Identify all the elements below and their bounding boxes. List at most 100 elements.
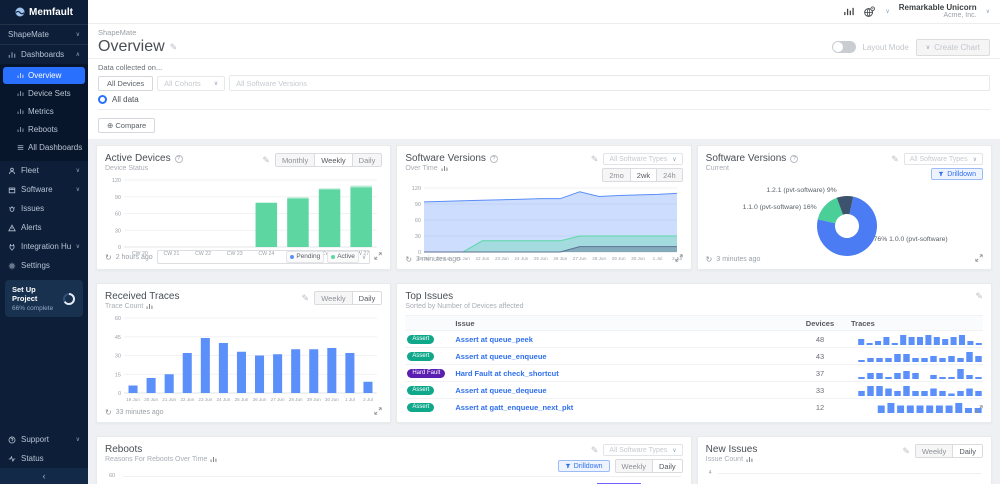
sidebar-item-software[interactable]: Software ∨ xyxy=(0,180,88,199)
memfault-logo[interactable]: Memfault xyxy=(0,0,88,24)
sidebar-item-metrics[interactable]: Metrics xyxy=(3,103,85,120)
sidebar-item-fleet[interactable]: Fleet ∨ xyxy=(0,161,88,180)
refresh-icon[interactable]: ↻ xyxy=(706,255,713,264)
sidebar-item-issues[interactable]: Issues xyxy=(0,199,88,218)
tab-daily[interactable]: Daily xyxy=(652,460,682,472)
refresh-icon[interactable]: ↻ xyxy=(405,255,412,264)
drilldown-button[interactable]: Drilldown xyxy=(931,168,983,180)
edit-title-icon[interactable]: ✎ xyxy=(170,42,178,53)
expand-icon[interactable] xyxy=(975,254,983,264)
sidebar-item-alerts[interactable]: Alerts xyxy=(0,218,88,237)
issue-link[interactable]: Hard Fault at check_shortcut xyxy=(455,369,789,378)
devices-count: 48 xyxy=(789,335,851,344)
sidebar-item-all-dashboards[interactable]: All Dashboards xyxy=(3,139,85,156)
expand-icon[interactable] xyxy=(374,252,382,262)
card-subtitle: Over Time xyxy=(405,165,437,172)
svg-text:25 Jun: 25 Jun xyxy=(235,397,249,402)
sidebar-item-overview[interactable]: Overview xyxy=(3,67,85,84)
help-icon[interactable]: ? xyxy=(175,155,183,163)
drilldown-button[interactable]: Drilldown xyxy=(558,460,610,472)
svg-text:30: 30 xyxy=(115,354,121,360)
card-new-issues: New Issues Issue Count ✎ Weekly Daily 4 xyxy=(697,436,992,484)
help-icon[interactable]: ? xyxy=(790,155,798,163)
software-types-select[interactable]: All Software Types∨ xyxy=(603,444,682,456)
tab-weekly[interactable]: Weekly xyxy=(916,445,952,457)
tab-daily[interactable]: Daily xyxy=(352,154,382,166)
sidebar-item-dashboards[interactable]: Dashboards ∧ xyxy=(0,45,88,64)
dashboards-icon xyxy=(8,51,16,59)
setup-project-card[interactable]: Set Up Project 66% complete xyxy=(5,280,83,317)
tab-24h[interactable]: 24h xyxy=(656,169,682,181)
chevron-down-icon: ∨ xyxy=(885,8,889,15)
refresh-icon[interactable]: ↻ xyxy=(105,253,112,262)
compare-button[interactable]: ⊕ Compare xyxy=(98,118,155,133)
legend-filter-select[interactable]: Pending Active ∨ xyxy=(157,250,371,264)
software-types-select[interactable]: All Software Types∨ xyxy=(904,153,983,165)
analytics-icon[interactable] xyxy=(843,6,854,17)
interval-tabs: Weekly Daily xyxy=(314,291,382,305)
sidebar-item-device-sets[interactable]: Device Sets xyxy=(3,85,85,102)
sidebar-item-integration-hub[interactable]: Integration Hub ∨ xyxy=(0,237,88,256)
breadcrumb[interactable]: ShapeMate xyxy=(98,28,990,37)
create-chart-button[interactable]: ∨ Create Chart xyxy=(916,39,990,56)
svg-text:120: 120 xyxy=(112,178,121,184)
sidebar-item-settings[interactable]: Settings xyxy=(0,256,88,275)
tab-weekly[interactable]: Weekly xyxy=(314,154,351,166)
svg-text:2 Jul: 2 Jul xyxy=(363,397,373,402)
select-value: All Software Types xyxy=(609,447,667,454)
pie-label-mid: 1.1.0 (pvt-software) 16% xyxy=(698,204,817,211)
legend-chip-active[interactable]: Active xyxy=(327,251,359,263)
issue-link[interactable]: Assert at queue_dequeue xyxy=(455,386,789,395)
tab-daily[interactable]: Daily xyxy=(952,445,982,457)
expand-icon[interactable] xyxy=(975,400,983,418)
project-name: ShapeMate xyxy=(8,30,49,39)
issue-link[interactable]: Assert at queue_enqueue xyxy=(455,352,789,361)
refresh-icon[interactable]: ↻ xyxy=(105,408,112,417)
traces-sparkline xyxy=(857,402,983,413)
issue-link[interactable]: Assert at queue_peek xyxy=(455,335,789,344)
software-versions-input[interactable] xyxy=(229,75,990,91)
svg-text:22 Jun: 22 Jun xyxy=(180,397,194,402)
card-title: Reboots xyxy=(105,444,217,455)
edit-chart-icon[interactable]: ✎ xyxy=(591,154,599,165)
expand-icon[interactable] xyxy=(374,407,382,417)
issue-type-badge: Assert xyxy=(407,386,434,395)
tab-weekly[interactable]: Weekly xyxy=(616,460,652,472)
cohorts-select[interactable]: All Cohorts ∨ xyxy=(157,76,225,91)
all-data-label: All data xyxy=(112,95,139,104)
edit-chart-icon[interactable]: ✎ xyxy=(891,154,899,165)
tab-weekly[interactable]: Weekly xyxy=(315,292,351,304)
sidebar-collapse-button[interactable]: ‹ xyxy=(0,468,88,484)
card-title: Software Versions xyxy=(405,153,486,164)
edit-chart-icon[interactable]: ✎ xyxy=(591,445,599,456)
progress-ring-icon xyxy=(62,292,76,306)
all-devices-button[interactable]: All Devices xyxy=(98,76,153,91)
legend-chip-pending[interactable]: Pending xyxy=(286,251,324,263)
tab-daily[interactable]: Daily xyxy=(352,292,382,304)
interval-tabs: Monthly Weekly Daily xyxy=(275,153,382,167)
software-types-select[interactable]: All Software Types∨ xyxy=(603,153,682,165)
y-tick-label: 4 xyxy=(709,470,712,476)
all-data-radio[interactable] xyxy=(98,95,107,104)
sidebar-item-reboots[interactable]: Reboots xyxy=(3,121,85,138)
project-selector[interactable]: ShapeMate ∨ xyxy=(0,24,88,45)
edit-chart-icon[interactable]: ✎ xyxy=(302,293,310,304)
org-switcher[interactable]: Remarkable Unicorn Acme, Inc. xyxy=(899,3,977,20)
sidebar-item-status[interactable]: Status xyxy=(0,449,88,468)
issue-link[interactable]: Assert at gatt_enqueue_next_pkt xyxy=(455,403,789,412)
edit-chart-icon[interactable]: ✎ xyxy=(975,291,983,302)
expand-icon[interactable] xyxy=(675,254,683,264)
card-subtitle: Device Status xyxy=(105,165,183,172)
sidebar-item-label: Device Sets xyxy=(28,89,71,98)
edit-chart-icon[interactable]: ✎ xyxy=(262,155,270,166)
sidebar-item-support[interactable]: Support ∨ xyxy=(0,430,88,449)
tab-monthly[interactable]: Monthly xyxy=(276,154,314,166)
timezone-globe-icon[interactable] xyxy=(863,6,876,18)
tab-2wk[interactable]: 2wk xyxy=(630,169,656,181)
tab-2mo[interactable]: 2mo xyxy=(603,169,630,181)
help-icon[interactable]: ? xyxy=(490,155,498,163)
edit-chart-icon[interactable]: ✎ xyxy=(902,446,910,457)
layout-mode-toggle[interactable] xyxy=(832,41,856,53)
svg-text:20 Jun: 20 Jun xyxy=(144,397,158,402)
svg-text:60: 60 xyxy=(115,212,121,218)
